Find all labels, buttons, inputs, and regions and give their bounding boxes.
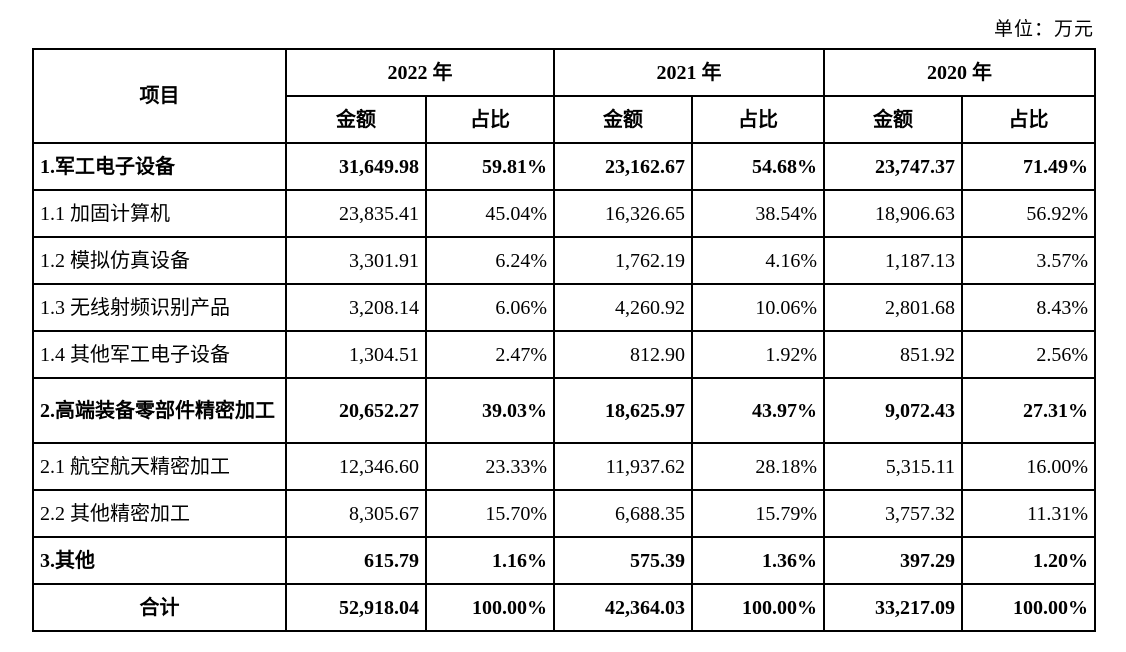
header-amount-2021: 金额 (553, 95, 693, 144)
unit-label: 单位：万元 (993, 19, 1094, 40)
cell-ratio-2020: 11.31% (961, 489, 1096, 538)
cell-amount-2022: 31,649.98 (285, 142, 427, 191)
cell-amount-2020: 33,217.09 (823, 583, 963, 632)
header-amount-2022: 金额 (285, 95, 427, 144)
cell-amount-2022: 8,305.67 (285, 489, 427, 538)
cell-ratio-2020: 56.92% (961, 189, 1096, 238)
cell-ratio-2021: 10.06% (691, 283, 825, 332)
cell-ratio-2021: 15.79% (691, 489, 825, 538)
row-label: 1.军工电子设备 (32, 142, 287, 191)
cell-amount-2020: 5,315.11 (823, 442, 963, 491)
cell-amount-2022: 615.79 (285, 536, 427, 585)
header-year-2020: 2020 年 (823, 48, 1096, 97)
cell-amount-2021: 16,326.65 (553, 189, 693, 238)
cell-amount-2021: 18,625.97 (553, 377, 693, 444)
cell-amount-2022: 23,835.41 (285, 189, 427, 238)
table-row: 2.1 航空航天精密加工 12,346.60 23.33% 11,937.62 … (32, 442, 1096, 491)
cell-amount-2021: 42,364.03 (553, 583, 693, 632)
table-row: 3.其他 615.79 1.16% 575.39 1.36% 397.29 1.… (32, 536, 1096, 585)
header-row-years: 项目 2022 年 2021 年 2020 年 (32, 48, 1096, 144)
cell-ratio-2022: 15.70% (425, 489, 555, 538)
cell-ratio-2022: 1.16% (425, 536, 555, 585)
cell-ratio-2020: 16.00% (961, 442, 1096, 491)
cell-ratio-2022: 59.81% (425, 142, 555, 191)
cell-amount-2021: 1,762.19 (553, 236, 693, 285)
row-label: 2.1 航空航天精密加工 (32, 442, 287, 491)
cell-ratio-2021: 4.16% (691, 236, 825, 285)
table-row: 1.1 加固计算机 23,835.41 45.04% 16,326.65 38.… (32, 189, 1096, 238)
cell-amount-2022: 3,301.91 (285, 236, 427, 285)
cell-ratio-2021: 38.54% (691, 189, 825, 238)
cell-ratio-2020: 27.31% (961, 377, 1096, 444)
cell-amount-2022: 3,208.14 (285, 283, 427, 332)
header-year-2022: 2022 年 (285, 48, 555, 97)
cell-amount-2022: 20,652.27 (285, 377, 427, 444)
row-label: 1.4 其他军工电子设备 (32, 330, 287, 379)
cell-amount-2021: 6,688.35 (553, 489, 693, 538)
row-label: 3.其他 (32, 536, 287, 585)
cell-ratio-2022: 39.03% (425, 377, 555, 444)
cell-ratio-2021: 1.36% (691, 536, 825, 585)
cell-ratio-2022: 23.33% (425, 442, 555, 491)
cell-amount-2022: 12,346.60 (285, 442, 427, 491)
cell-amount-2021: 575.39 (553, 536, 693, 585)
table-row: 1.军工电子设备 31,649.98 59.81% 23,162.67 54.6… (32, 142, 1096, 191)
header-year-2021: 2021 年 (553, 48, 825, 97)
cell-ratio-2021: 100.00% (691, 583, 825, 632)
cell-amount-2022: 1,304.51 (285, 330, 427, 379)
table-row: 1.2 模拟仿真设备 3,301.91 6.24% 1,762.19 4.16%… (32, 236, 1096, 285)
cell-ratio-2020: 8.43% (961, 283, 1096, 332)
header-ratio-2020: 占比 (961, 95, 1096, 144)
cell-ratio-2020: 2.56% (961, 330, 1096, 379)
cell-ratio-2022: 100.00% (425, 583, 555, 632)
cell-amount-2020: 851.92 (823, 330, 963, 379)
cell-amount-2020: 9,072.43 (823, 377, 963, 444)
cell-ratio-2022: 45.04% (425, 189, 555, 238)
row-label: 2.2 其他精密加工 (32, 489, 287, 538)
cell-amount-2020: 1,187.13 (823, 236, 963, 285)
cell-ratio-2021: 28.18% (691, 442, 825, 491)
cell-ratio-2022: 2.47% (425, 330, 555, 379)
total-label: 合计 (32, 583, 287, 632)
header-amount-2020: 金额 (823, 95, 963, 144)
table-row: 1.4 其他军工电子设备 1,304.51 2.47% 812.90 1.92%… (32, 330, 1096, 379)
row-label: 2.高端装备零部件精密加工 (32, 377, 287, 444)
table-row-total: 合计 52,918.04 100.00% 42,364.03 100.00% 3… (32, 583, 1096, 632)
row-label: 1.1 加固计算机 (32, 189, 287, 238)
cell-ratio-2020: 1.20% (961, 536, 1096, 585)
cell-amount-2020: 23,747.37 (823, 142, 963, 191)
table-row: 2.2 其他精密加工 8,305.67 15.70% 6,688.35 15.7… (32, 489, 1096, 538)
row-label: 1.3 无线射频识别产品 (32, 283, 287, 332)
cell-ratio-2021: 1.92% (691, 330, 825, 379)
cell-ratio-2020: 100.00% (961, 583, 1096, 632)
cell-amount-2020: 3,757.32 (823, 489, 963, 538)
cell-amount-2020: 18,906.63 (823, 189, 963, 238)
cell-amount-2020: 397.29 (823, 536, 963, 585)
cell-amount-2022: 52,918.04 (285, 583, 427, 632)
header-item: 项目 (32, 48, 287, 144)
table-row: 2.高端装备零部件精密加工 20,652.27 39.03% 18,625.97… (32, 377, 1096, 444)
header-ratio-2021: 占比 (691, 95, 825, 144)
cell-ratio-2022: 6.24% (425, 236, 555, 285)
header-row-subcolumns: 金额 占比 金额 占比 金额 占比 (33, 95, 1096, 144)
revenue-breakdown-table: 项目 2022 年 2021 年 2020 年 金额 占比 金额 占比 金额 占… (32, 48, 1096, 632)
cell-amount-2021: 812.90 (553, 330, 693, 379)
table-row: 1.3 无线射频识别产品 3,208.14 6.06% 4,260.92 10.… (32, 283, 1096, 332)
row-label: 1.2 模拟仿真设备 (32, 236, 287, 285)
cell-amount-2021: 11,937.62 (553, 442, 693, 491)
header-ratio-2022: 占比 (425, 95, 555, 144)
cell-amount-2020: 2,801.68 (823, 283, 963, 332)
cell-ratio-2021: 54.68% (691, 142, 825, 191)
cell-ratio-2022: 6.06% (425, 283, 555, 332)
cell-ratio-2020: 3.57% (961, 236, 1096, 285)
cell-amount-2021: 4,260.92 (553, 283, 693, 332)
cell-ratio-2021: 43.97% (691, 377, 825, 444)
cell-ratio-2020: 71.49% (961, 142, 1096, 191)
cell-amount-2021: 23,162.67 (553, 142, 693, 191)
